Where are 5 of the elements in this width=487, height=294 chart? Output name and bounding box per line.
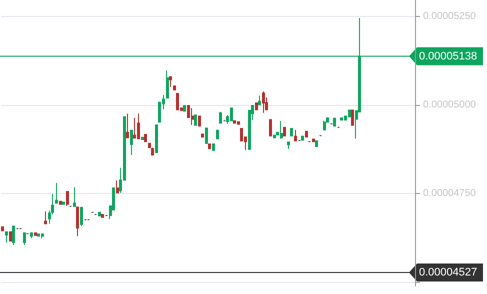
y-tick-label: 0.00004750 (423, 188, 476, 200)
y-tick-label: 0.00005000 (423, 100, 476, 111)
ref-line-label: 0.00004527 (419, 266, 478, 279)
ref-line-label: 0.00005138 (419, 50, 478, 62)
y-tick-label: 0.00005250 (423, 11, 476, 22)
